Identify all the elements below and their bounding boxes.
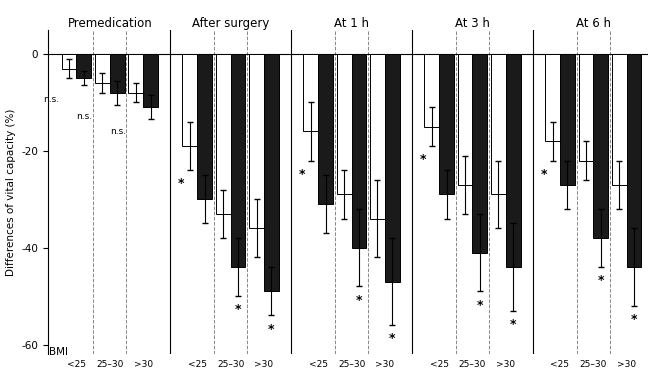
Bar — [110, 54, 125, 93]
Bar — [352, 54, 366, 248]
Text: *: * — [477, 298, 483, 312]
Text: *: * — [268, 323, 275, 336]
Text: n.s.: n.s. — [43, 95, 60, 104]
Text: *: * — [235, 303, 241, 316]
Bar — [264, 54, 279, 291]
Bar — [385, 54, 400, 282]
Text: At 3 h: At 3 h — [455, 17, 490, 30]
Text: *: * — [178, 177, 184, 190]
Bar — [216, 54, 231, 214]
Bar — [506, 54, 521, 267]
Text: *: * — [510, 318, 517, 331]
Bar — [77, 54, 92, 78]
Bar — [337, 54, 352, 194]
Text: BMI: BMI — [48, 347, 67, 357]
Bar — [303, 54, 318, 132]
Text: *: * — [631, 313, 638, 326]
Bar — [61, 54, 77, 69]
Bar — [545, 54, 560, 141]
Text: n.s.: n.s. — [110, 127, 126, 136]
Text: *: * — [356, 294, 362, 307]
Bar — [593, 54, 608, 238]
Bar — [579, 54, 593, 160]
Bar — [458, 54, 472, 185]
Bar — [370, 54, 385, 219]
Text: *: * — [540, 168, 547, 181]
Bar — [231, 54, 245, 267]
Bar — [560, 54, 575, 185]
Bar — [198, 54, 212, 199]
Text: *: * — [598, 274, 604, 287]
Bar — [424, 54, 439, 127]
Text: At 6 h: At 6 h — [576, 17, 611, 30]
Bar — [95, 54, 110, 83]
Text: Premedication: Premedication — [67, 17, 152, 30]
Bar — [143, 54, 158, 107]
Bar — [182, 54, 198, 146]
Bar — [249, 54, 264, 228]
Text: After surgery: After surgery — [192, 17, 269, 30]
Bar — [128, 54, 143, 93]
Bar — [627, 54, 642, 267]
Text: *: * — [419, 153, 426, 166]
Y-axis label: Differences of vital capacity (%): Differences of vital capacity (%) — [5, 108, 16, 276]
Bar — [491, 54, 506, 194]
Bar — [439, 54, 454, 194]
Text: At 1 h: At 1 h — [334, 17, 369, 30]
Bar — [472, 54, 487, 252]
Bar — [318, 54, 333, 204]
Bar — [612, 54, 627, 185]
Text: n.s.: n.s. — [77, 112, 93, 121]
Text: *: * — [299, 168, 305, 181]
Text: *: * — [389, 332, 396, 345]
